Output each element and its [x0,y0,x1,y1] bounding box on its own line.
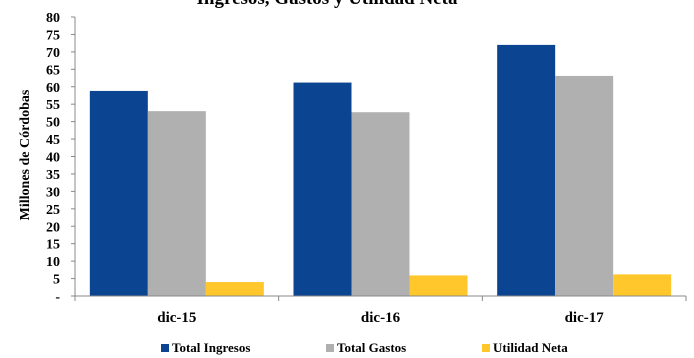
bar-total-ingresos [89,90,148,296]
legend-swatch [161,344,169,352]
chart-title: Ingresos, Gastos y Utilidad Neta [197,0,458,9]
y-tick-label: 70 [46,46,60,61]
y-tick-label: 55 [46,98,60,113]
x-axis-ticks: dic-15 dic-16 dic-17 [157,310,604,326]
y-tick-label: 40 [46,151,60,166]
y-tick-label: 35 [46,168,60,183]
bars [89,44,672,297]
x-tick-label: dic-16 [361,310,401,326]
legend-label: Total Gastos [337,340,406,355]
y-tick-label: 75 [46,28,60,43]
y-tick-label: 45 [46,133,60,148]
bar-utilidad-neta [205,282,264,296]
bar-utilidad-neta [409,275,468,296]
y-tick-label: 10 [46,255,60,270]
y-tick-label: 80 [46,11,60,26]
bar-total-gastos [147,111,206,296]
legend: Total Ingresos Total Gastos Utilidad Neta [161,340,568,355]
legend-swatch [326,344,334,352]
y-tick-label: 30 [46,185,60,200]
legend-label: Total Ingresos [172,340,250,355]
bar-utilidad-neta [613,274,672,296]
x-tick-label: dic-15 [157,310,196,326]
y-tick-label: 50 [46,116,60,131]
y-tick-label: 25 [46,203,60,218]
bar-total-gastos [555,75,614,296]
y-tick-label: 20 [46,220,60,235]
y-axis-label: Millones de Córdobas [18,89,33,220]
legend-swatch [482,344,490,352]
y-tick-label: - [55,290,60,305]
bar-total-gastos [351,112,410,297]
bar-total-ingresos [293,82,352,296]
y-axis-ticks: - 5 10 15 20 25 30 35 40 45 50 55 60 65 70 75 80 [46,11,75,305]
legend-label: Utilidad Neta [493,340,568,355]
axes [74,17,687,301]
y-tick-label: 60 [46,81,60,96]
x-tick-label: dic-17 [565,310,605,326]
y-tick-label: 65 [46,63,60,78]
y-tick-label: 15 [46,238,60,253]
bar-total-ingresos [497,44,556,297]
y-tick-label: 5 [53,273,60,288]
